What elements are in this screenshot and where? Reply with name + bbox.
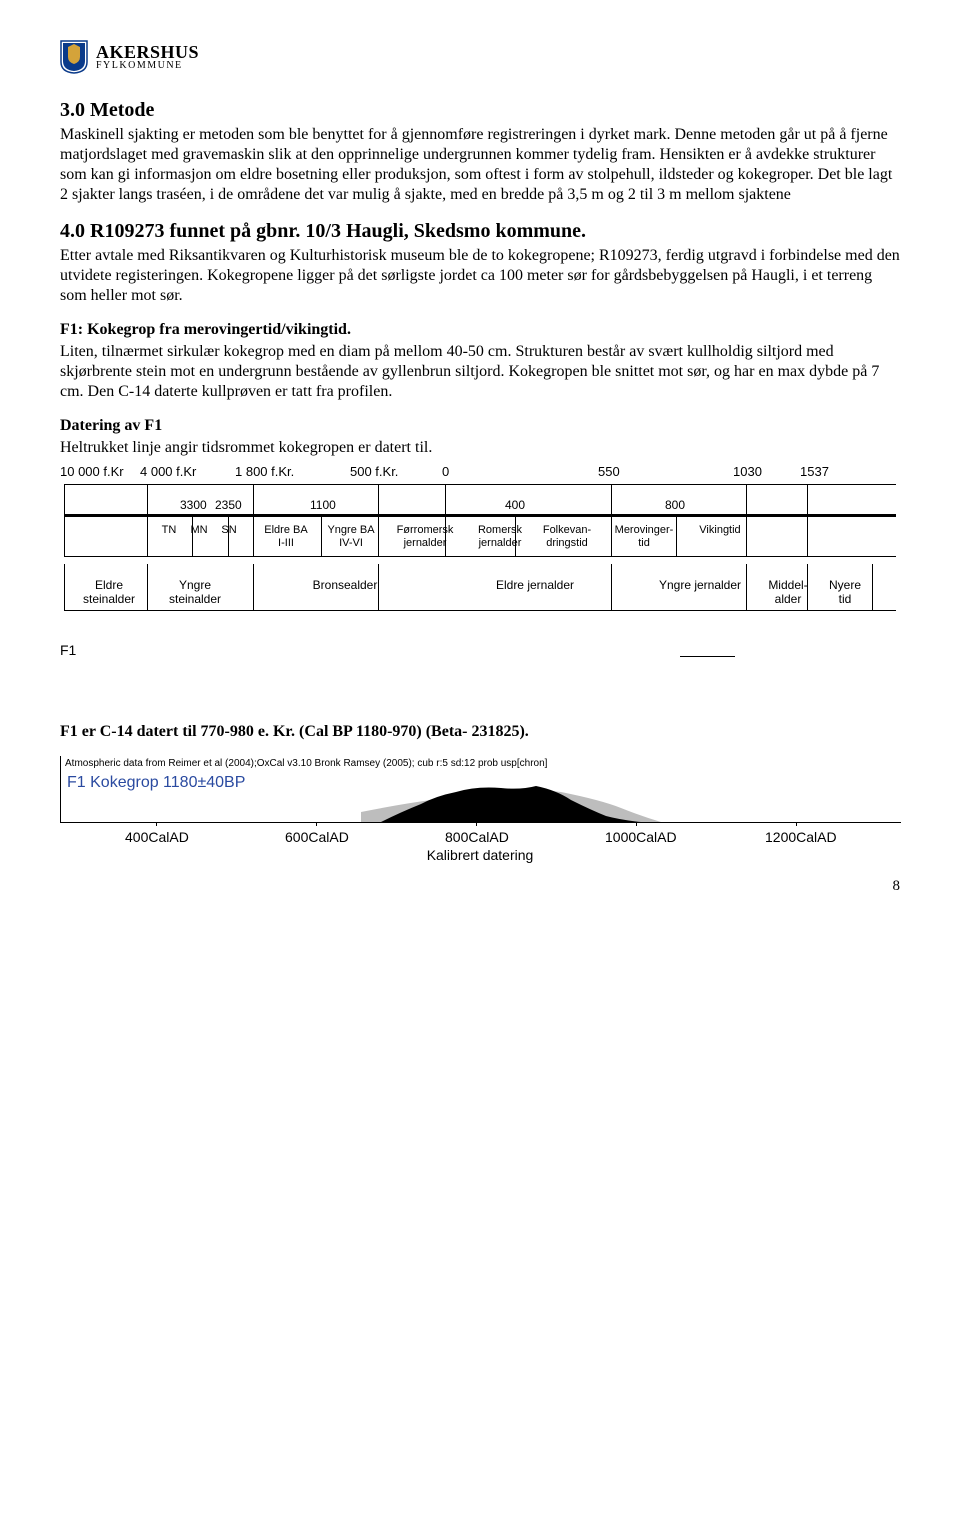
timeline-top-label: 1 800 f.Kr. (235, 464, 294, 480)
timeline-era-label: Yngresteinalder (160, 578, 230, 607)
timeline-period-label: MN (185, 524, 213, 537)
timeline-period-label: Vikingtid (690, 524, 750, 537)
org-name: AKERSHUS FYLKOMMUNE (96, 43, 199, 71)
f1-title: F1: Kokegrop fra merovingertid/vikingtid… (60, 320, 900, 340)
f1-marker-row: F1 (60, 642, 900, 662)
timeline-top-label: 0 (442, 464, 449, 480)
timeline-body: 3300 2350 1100 400 800 TNMNSN Eldre BAI-IIIYn… (60, 484, 900, 562)
timeline-top-label: 550 (598, 464, 620, 480)
oxcal-axis-label: 800CalAD (445, 829, 509, 847)
timeline-period-label: SN (215, 524, 243, 537)
timeline-period-label: Yngre BAIV-VI (320, 524, 382, 549)
oxcal-axis-label: 600CalAD (285, 829, 349, 847)
timeline-era-label: Eldresteinalder (74, 578, 144, 607)
timeline-era-label: Middel-alder (760, 578, 816, 607)
timeline-inner-label: 800 (665, 498, 685, 513)
timeline-period-label: Eldre BAI-III (255, 524, 317, 549)
timeline-top-label: 1030 (733, 464, 762, 480)
timeline-inner-label: 1100 (310, 498, 336, 513)
f1-range-line (680, 656, 735, 657)
timeline-era-label: Eldre jernalder (465, 578, 605, 592)
timeline-inner-label: 3300 (180, 498, 207, 513)
dating-title: Datering av F1 (60, 416, 900, 436)
timeline-era-label: Nyeretid (820, 578, 870, 607)
dating-para: Heltrukket linje angir tidsrommet kokegr… (60, 438, 900, 458)
oxcal-plot: Atmospheric data from Reimer et al (2004… (60, 756, 901, 823)
timeline-top-label: 10 000 f.Kr (60, 464, 124, 480)
c14-title: F1 er C-14 datert til 770-980 e. Kr. (Ca… (60, 722, 900, 742)
timeline-period-label: Folkevan-dringstid (535, 524, 599, 549)
oxcal-distribution-icon (61, 782, 901, 822)
timeline-top-label: 500 f.Kr. (350, 464, 398, 480)
org-subtitle: FYLKOMMUNE (96, 61, 199, 71)
timeline-era-label: Yngre jernalder (645, 578, 755, 592)
timeline-era-row: Eldresteinalder Yngresteinalder Bronsealde… (60, 564, 900, 624)
timeline-top-label: 4 000 f.Kr (140, 464, 196, 480)
shield-icon (60, 40, 88, 74)
f1-para: Liten, tilnærmet sirkulær kokegrop med e… (60, 342, 900, 402)
timeline-period-label: Romerskjernalder (470, 524, 530, 549)
timeline-period-label: Merovinger-tid (605, 524, 683, 549)
section-4-title: 4.0 R109273 funnet på gbnr. 10/3 Haugli,… (60, 219, 900, 244)
page-number: 8 (60, 877, 900, 896)
section-3-title: 3.0 Metode (60, 98, 900, 123)
section-3-para: Maskinell sjakting er metoden som ble be… (60, 125, 900, 205)
org-header: AKERSHUS FYLKOMMUNE (60, 40, 900, 74)
oxcal-axis-label: 400CalAD (125, 829, 189, 847)
oxcal-caption: Atmospheric data from Reimer et al (2004… (61, 756, 901, 771)
timeline-top-label: 1537 (800, 464, 829, 480)
oxcal-axis-label: 1000CalAD (605, 829, 677, 847)
f1-label: F1 (60, 642, 76, 660)
oxcal-axis-label: 1200CalAD (765, 829, 837, 847)
section-4-para: Etter avtale med Riksantikvaren og Kultu… (60, 246, 900, 306)
timeline-period-label: Førromerskjernalder (385, 524, 465, 549)
timeline-era-label: Bronsealder (285, 578, 405, 592)
timeline-inner-label: 2350 (215, 498, 242, 513)
timeline-top-row: 10 000 f.Kr 4 000 f.Kr 1 800 f.Kr. 500 f.Kr… (60, 464, 900, 480)
oxcal-axis: Kalibrert datering 400CalAD 600CalAD 800Ca… (60, 825, 900, 869)
oxcal-axis-caption: Kalibrert datering (60, 847, 900, 865)
timeline-inner-label: 400 (505, 498, 525, 513)
timeline-period-label: TN (155, 524, 183, 537)
org-title: AKERSHUS (96, 43, 199, 61)
